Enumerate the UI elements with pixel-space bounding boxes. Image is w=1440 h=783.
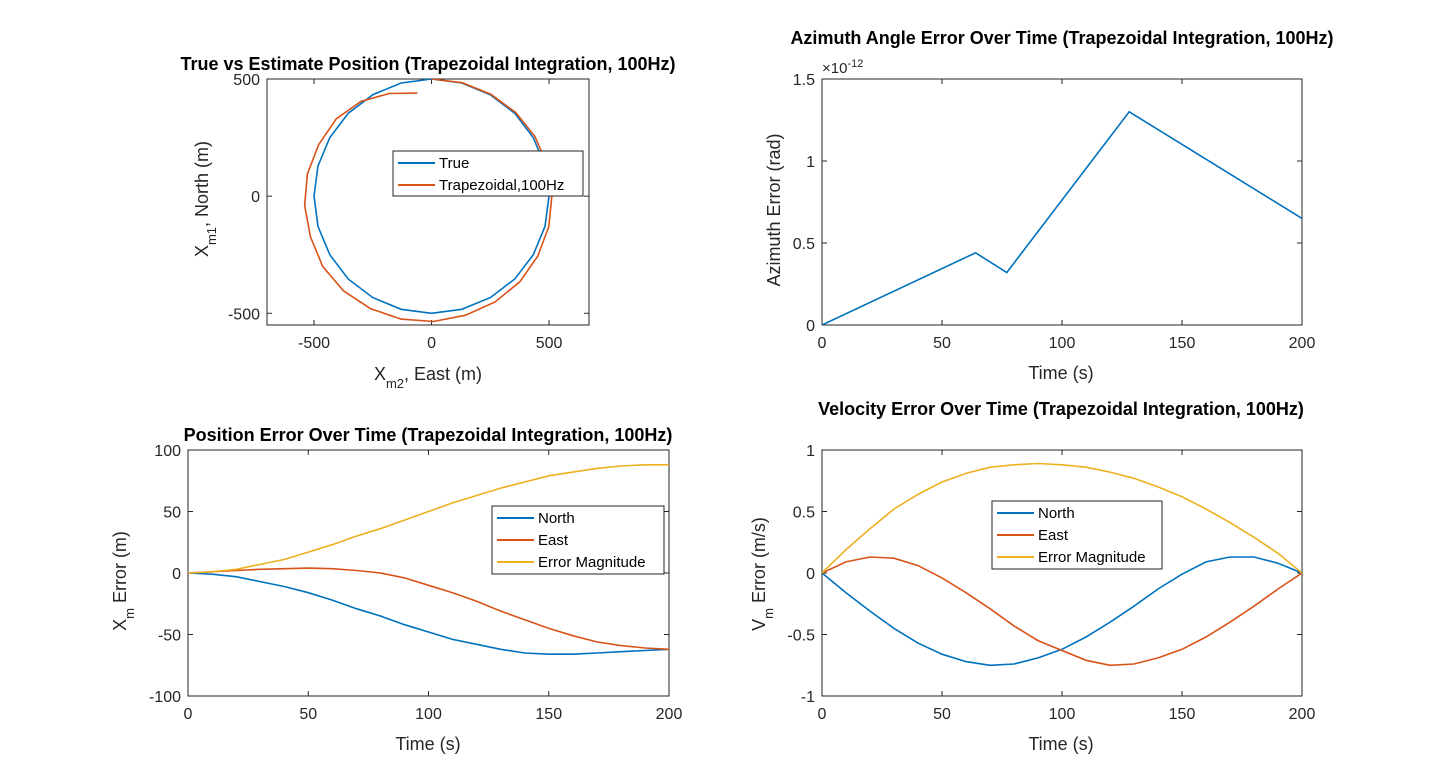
y-tick-label: -1 (801, 689, 815, 706)
y-tick-label: 0.5 (793, 505, 815, 522)
x-tick-label: 500 (536, 335, 563, 352)
y-tick-label: -100 (149, 689, 181, 706)
y-tick-label: 0 (806, 318, 815, 335)
x-axis-label: Xm2, East (m) (374, 364, 482, 391)
legend-entry: East (538, 532, 569, 549)
x-tick-label: 50 (299, 706, 317, 723)
x-axis-label: Time (s) (1028, 363, 1093, 383)
legend: North East Error Magnitude (491, 505, 665, 575)
x-tick-label: 0 (427, 335, 436, 352)
x-tick-label: 100 (415, 706, 442, 723)
series-line-series-0 (822, 110, 1302, 325)
x-tick-label: 50 (933, 335, 951, 352)
y-tick-label: 1 (806, 443, 815, 460)
series-line-north (822, 556, 1302, 667)
chart-title: Position Error Over Time (Trapezoidal In… (184, 425, 673, 445)
series-line-north (188, 572, 669, 656)
series-line-true (313, 79, 550, 315)
legend-entry: North (538, 510, 575, 527)
plot-area (821, 78, 1303, 326)
chart-title: True vs Estimate Position (Trapezoidal I… (180, 54, 675, 74)
series-line-east (188, 567, 669, 651)
x-tick-label: 100 (1049, 706, 1076, 723)
y-tick-label: -50 (158, 628, 181, 645)
series-line-error-magnitude (188, 463, 669, 574)
x-tick-label: 0 (818, 706, 827, 723)
y-tick-label: 0 (251, 189, 260, 206)
axes-position: True vs Estimate Position (Trapezoidal I… (180, 54, 675, 391)
y-axis-label: Xm Error (m) (110, 531, 137, 631)
y-tick-label: 1.5 (793, 72, 815, 89)
x-axis-label: Time (s) (395, 734, 460, 754)
legend-entry: Trapezoidal,100Hz (439, 177, 564, 194)
x-tick-label: 150 (535, 706, 562, 723)
y-tick-label: 0.5 (793, 236, 815, 253)
legend-entry: East (1038, 527, 1069, 544)
axes-velocity-error: Velocity Error Over Time (Trapezoidal In… (749, 399, 1315, 754)
x-tick-label: 0 (184, 706, 193, 723)
legend-entry: True (439, 155, 469, 172)
x-tick-label: 150 (1169, 706, 1196, 723)
x-tick-label: 200 (1289, 706, 1316, 723)
axes-azimuth: Azimuth Angle Error Over Time (Trapezoid… (764, 28, 1334, 383)
chart-title: Velocity Error Over Time (Trapezoidal In… (818, 399, 1304, 419)
legend: True Trapezoidal,100Hz (392, 150, 584, 197)
y-tick-label: -0.5 (787, 628, 815, 645)
axes-position-error: Position Error Over Time (Trapezoidal In… (110, 425, 682, 754)
series-line-east (822, 556, 1302, 667)
legend-entry: North (1038, 505, 1075, 522)
legend-entry: Error Magnitude (1038, 549, 1146, 566)
y-tick-label: 0 (806, 566, 815, 583)
x-tick-label: 50 (933, 706, 951, 723)
plot-area (266, 78, 590, 326)
y-axis-label: Azimuth Error (rad) (764, 133, 784, 286)
y-tick-label: 100 (154, 443, 181, 460)
series-line-trapezoidal-100hz (303, 79, 553, 323)
y-tick-label: 1 (806, 154, 815, 171)
legend: North East Error Magnitude (991, 500, 1163, 570)
y-tick-label: 500 (233, 72, 260, 89)
plot-area (821, 449, 1303, 697)
x-tick-label: 150 (1169, 335, 1196, 352)
y-axis-label: Xm1, North (m) (192, 141, 219, 257)
x-tick-label: 200 (656, 706, 683, 723)
x-tick-label: 0 (818, 335, 827, 352)
series-line-error-magnitude (822, 462, 1302, 574)
x-axis-label: Time (s) (1028, 734, 1093, 754)
legend-entry: Error Magnitude (538, 554, 646, 571)
y-axis-label: Vm Error (m/s) (749, 517, 776, 631)
y-tick-label: 0 (172, 566, 181, 583)
y-tick-label: -500 (228, 306, 260, 323)
axis-exponent: ×10-12 (822, 58, 863, 77)
x-tick-label: 100 (1049, 335, 1076, 352)
x-tick-label: -500 (298, 335, 330, 352)
x-tick-label: 200 (1289, 335, 1316, 352)
legend-box (392, 150, 584, 197)
chart-title: Azimuth Angle Error Over Time (Trapezoid… (790, 28, 1333, 48)
y-tick-label: 50 (163, 505, 181, 522)
